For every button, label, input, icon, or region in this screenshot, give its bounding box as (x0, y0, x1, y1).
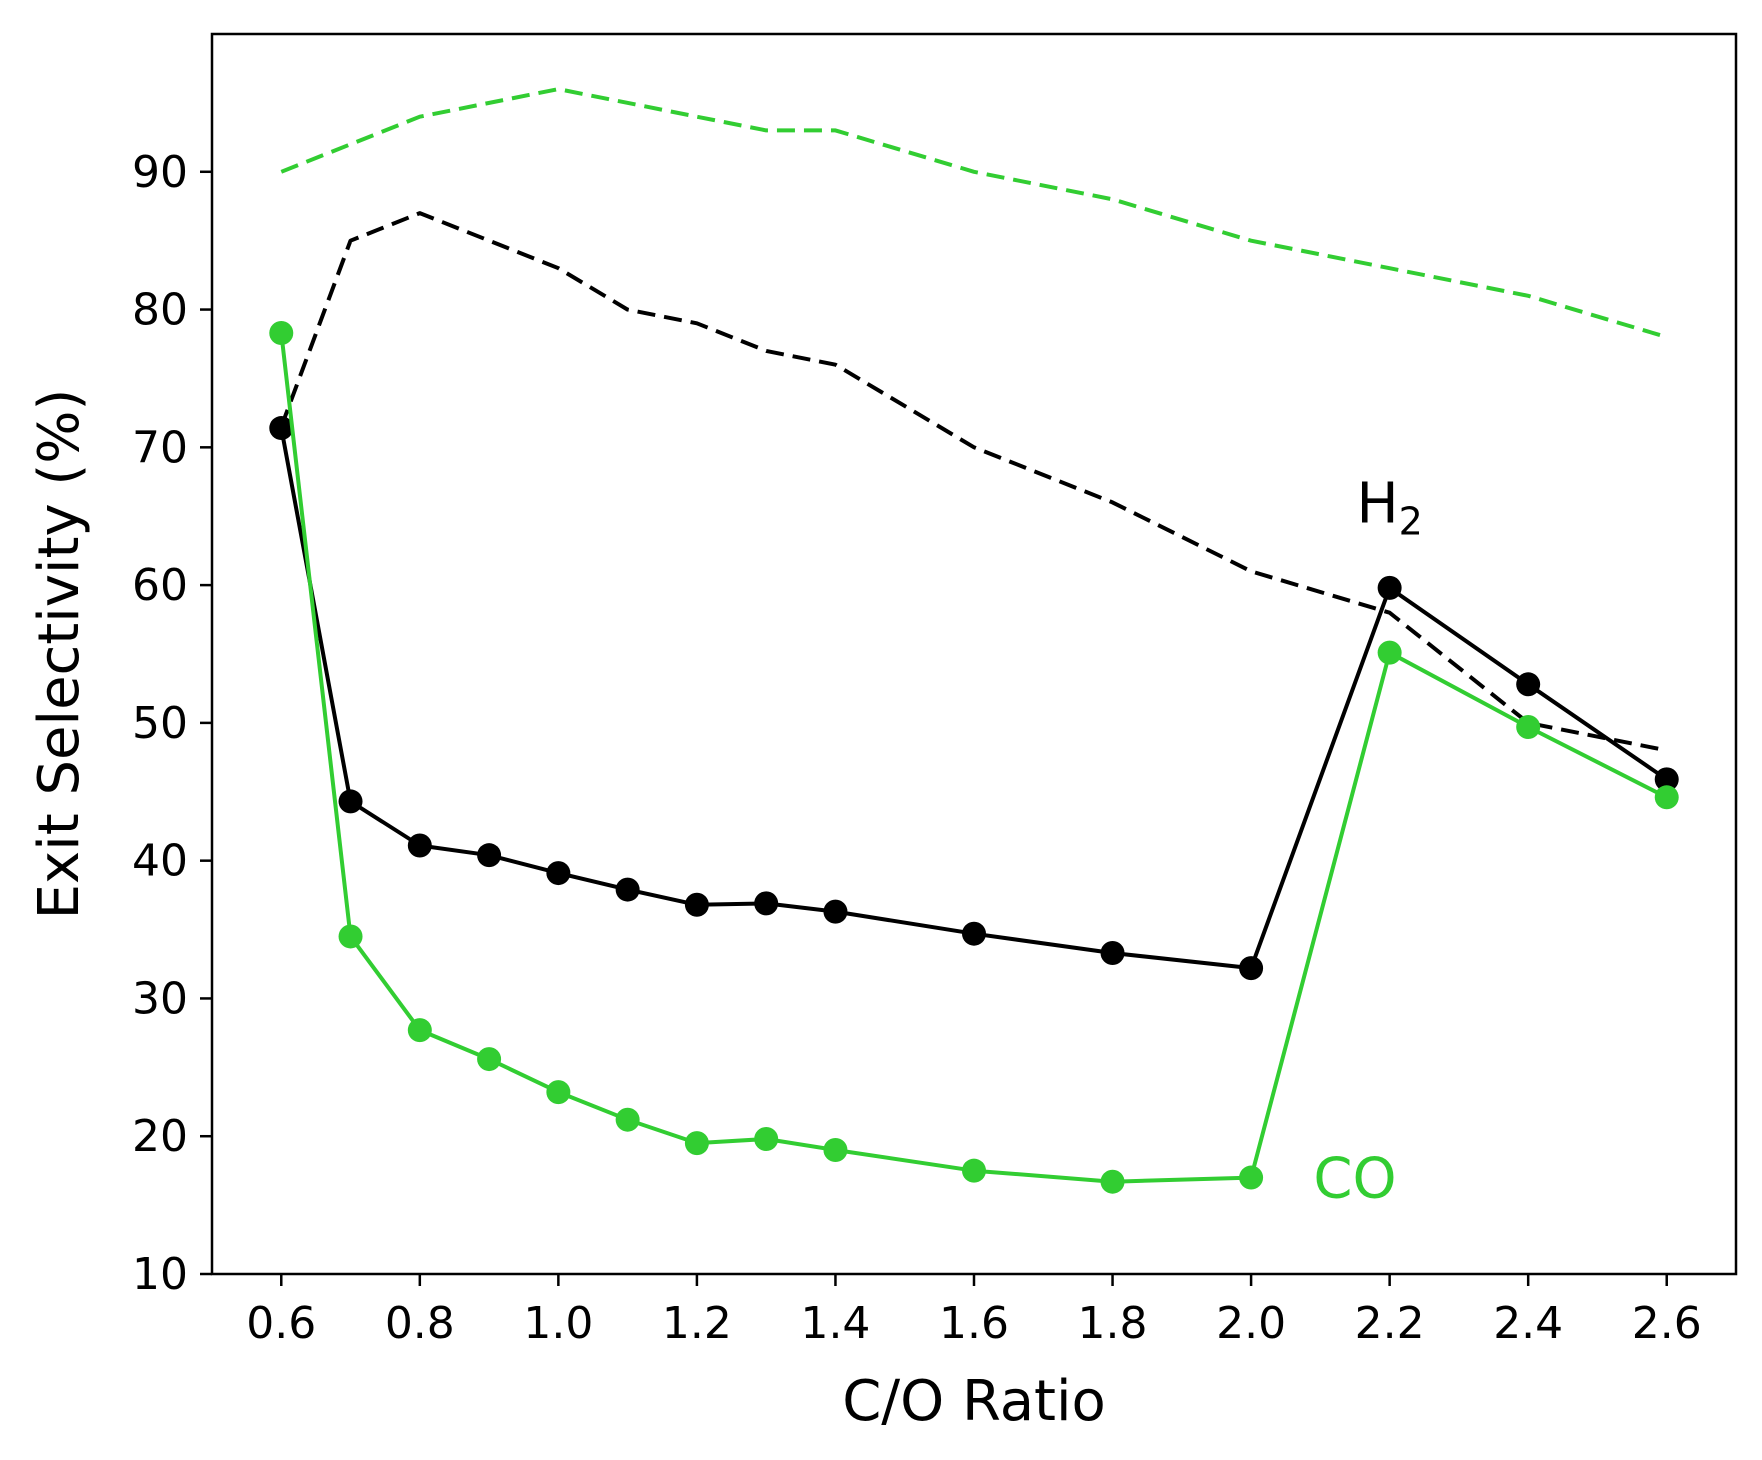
series-line-co-equilibrium (280, 87, 1668, 340)
data-point-h2-measured (269, 416, 294, 441)
data-point-co-measured (1239, 1165, 1264, 1190)
y-axis-title: Exit Selectivity (%) (27, 389, 92, 920)
x-tick-label: 1.4 (800, 1298, 870, 1349)
x-tick-label: 0.6 (246, 1298, 316, 1349)
data-point-h2-measured (1516, 672, 1541, 697)
data-point-co-measured (684, 1131, 709, 1156)
x-tick-label: 2.6 (1632, 1298, 1702, 1349)
y-tick-label: 70 (132, 422, 188, 473)
h2-label-subscript: 2 (1399, 499, 1423, 543)
h2-series-label: H2 (1356, 471, 1422, 543)
y-tick-label: 30 (132, 973, 188, 1024)
h2-label-main: H (1356, 471, 1398, 536)
data-point-h2-measured (962, 921, 986, 946)
x-tick-label: 0.8 (385, 1298, 455, 1349)
x-axis-ticks: 0.6 0.8 1.0 1.2 1.4 1.6 1.8 2.0 2.2 2.4 2.6 (246, 1274, 1702, 1349)
x-tick-label: 1.0 (523, 1298, 593, 1349)
y-tick-label: 80 (132, 285, 188, 336)
data-point-h2-measured (754, 891, 779, 916)
series-line-h2-equilibrium (279, 211, 1668, 753)
data-point-co-measured (1377, 640, 1402, 665)
y-tick-label: 20 (132, 1111, 188, 1162)
data-point-co-measured (269, 320, 294, 345)
data-point-h2-measured (1239, 956, 1264, 981)
data-point-co-measured (962, 1158, 986, 1183)
y-axis-ticks: 10 20 30 40 50 60 70 80 90 (132, 147, 212, 1300)
data-point-co-measured (754, 1126, 779, 1151)
x-tick-label: 2.0 (1216, 1298, 1286, 1349)
data-point-co-measured (1100, 1169, 1125, 1194)
data-point-co-measured (338, 924, 363, 949)
data-point-co-measured (1654, 785, 1679, 810)
x-tick-label: 1.6 (939, 1298, 1009, 1349)
x-tick-label: 2.4 (1493, 1298, 1563, 1349)
y-tick-label: 10 (132, 1249, 188, 1300)
data-point-co-measured (407, 1018, 432, 1043)
data-point-h2-measured (1377, 575, 1402, 600)
plot-content (269, 87, 1679, 1194)
y-tick-label: 60 (132, 560, 188, 611)
data-point-co-measured (477, 1047, 502, 1072)
x-axis-title: C/O Ratio (842, 1369, 1106, 1434)
data-point-h2-measured (338, 789, 363, 814)
x-tick-label: 2.2 (1355, 1298, 1425, 1349)
data-point-co-measured (546, 1080, 571, 1105)
data-point-h2-measured (615, 877, 640, 902)
y-tick-label: 90 (132, 147, 188, 198)
data-point-co-measured (823, 1138, 848, 1162)
co-series-label: CO (1313, 1147, 1396, 1212)
data-point-co-measured (615, 1107, 640, 1132)
data-point-h2-measured (1100, 940, 1125, 965)
data-point-h2-measured (1654, 767, 1679, 792)
data-point-h2-measured (546, 861, 571, 886)
data-point-h2-measured (684, 892, 709, 917)
data-point-co-measured (1516, 715, 1541, 740)
x-tick-label: 1.8 (1078, 1298, 1148, 1349)
data-point-h2-measured (477, 843, 502, 868)
data-point-h2-measured (407, 833, 432, 858)
y-tick-label: 50 (132, 698, 188, 749)
data-point-h2-measured (823, 899, 848, 924)
x-tick-label: 1.2 (662, 1298, 732, 1349)
y-tick-label: 40 (132, 836, 188, 887)
